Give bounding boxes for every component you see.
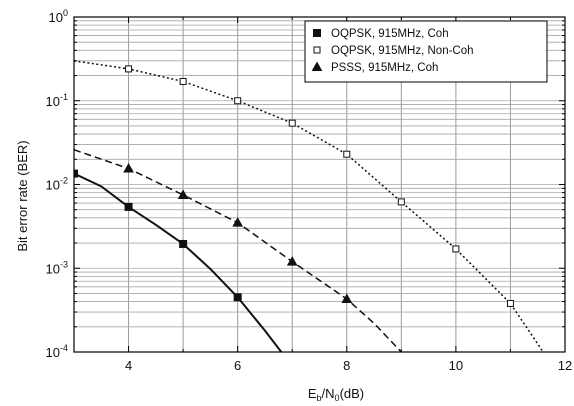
- legend-label: PSSS, 915MHz, Coh: [331, 62, 438, 74]
- data-point: [177, 189, 189, 199]
- legend-label: OQPSK, 915MHz, Coh: [331, 28, 449, 40]
- data-point: [341, 293, 353, 303]
- data-point: [74, 169, 78, 178]
- series-line: [74, 60, 544, 352]
- series-line: [74, 149, 402, 352]
- legend-box: [304, 20, 548, 83]
- legend-entries: OQPSK, 915MHz, Coh OQPSK, 915MHz, Non-Coh…: [311, 28, 474, 74]
- y-tick-label-base: 10: [46, 94, 60, 109]
- legend-entry: PSSS, 915MHz, Coh: [311, 61, 438, 74]
- y-tick-label-exponent: -2: [60, 176, 68, 186]
- data-point: [286, 256, 298, 266]
- legend-label: OQPSK, 915MHz, Non-Coh: [331, 45, 474, 57]
- y-tick-label-base: 10: [46, 345, 60, 360]
- y-axis-title: Bit error rate (BER): [15, 140, 30, 251]
- x-tick-label: 4: [125, 358, 132, 373]
- y-tick-label: 10-1: [46, 92, 68, 109]
- x-axis-title-sub2: 0: [335, 393, 340, 403]
- data-point: [124, 202, 133, 211]
- legend-entry: OQPSK, 915MHz, Coh: [313, 28, 449, 40]
- data-point: [233, 293, 242, 302]
- y-tick-label: 100: [49, 8, 68, 25]
- x-axis-title-sub1: b: [317, 393, 322, 403]
- series-line: [74, 172, 283, 352]
- data-point: [123, 163, 134, 173]
- x-axis-title-sep: /N: [322, 386, 335, 401]
- data-point: [343, 150, 351, 158]
- series-1: [74, 169, 283, 352]
- data-point: [179, 239, 188, 248]
- data-point: [506, 299, 514, 307]
- x-axis-title-main: E: [308, 386, 317, 401]
- series-layer: [74, 60, 544, 352]
- x-tick-label: 8: [343, 358, 350, 373]
- data-point: [288, 119, 296, 127]
- legend-marker: [313, 46, 321, 54]
- data-point: [125, 65, 133, 73]
- legend: OQPSK, 915MHz, Coh OQPSK, 915MHz, Non-Coh…: [304, 20, 548, 83]
- data-point: [397, 198, 405, 206]
- y-tick-label-exponent: -3: [60, 259, 68, 269]
- x-tick-label: 10: [449, 358, 463, 373]
- legend-entry: OQPSK, 915MHz, Non-Coh: [313, 45, 474, 57]
- legend-marker: [311, 61, 323, 71]
- data-point: [232, 217, 244, 227]
- data-point: [179, 77, 187, 85]
- x-tick-label: 6: [234, 358, 241, 373]
- series-3: [74, 149, 402, 352]
- x-axis-title-unit: (dB): [340, 386, 365, 401]
- y-tick-label-exponent: -1: [60, 92, 68, 102]
- y-tick-label-base: 10: [46, 261, 60, 276]
- data-point: [452, 245, 460, 253]
- y-tick-label-exponent: -4: [60, 343, 68, 353]
- y-tick-label: 10-3: [46, 259, 68, 276]
- y-tick-label-exponent: 0: [63, 8, 68, 18]
- x-tick-label: 12: [558, 358, 572, 373]
- data-point: [234, 97, 242, 105]
- legend-marker: [313, 29, 321, 37]
- y-tick-label-base: 10: [46, 178, 60, 193]
- y-tick-label-base: 10: [49, 10, 63, 25]
- x-axis-title: Eb/N0(dB): [308, 386, 364, 403]
- y-tick-label: 10-2: [46, 176, 68, 193]
- y-tick-label: 10-4: [46, 343, 68, 360]
- series-2: [74, 60, 544, 352]
